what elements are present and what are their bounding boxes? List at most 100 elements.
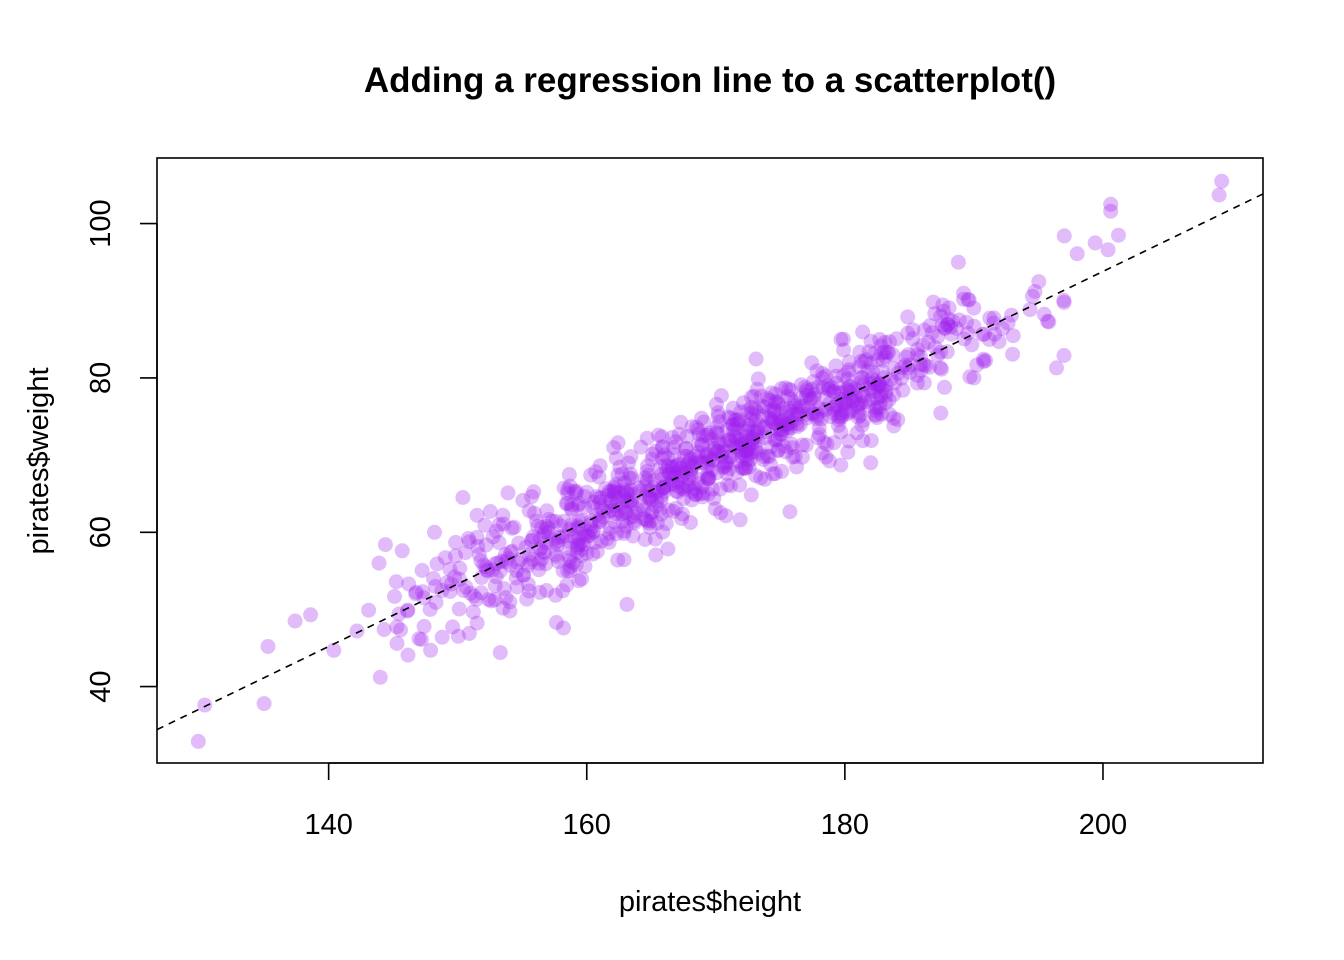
data-point	[882, 406, 897, 422]
data-point	[594, 500, 609, 516]
data-point	[599, 531, 615, 547]
data-point	[536, 544, 552, 560]
data-point	[603, 493, 618, 509]
data-point	[804, 381, 820, 397]
data-point	[836, 342, 852, 358]
data-point	[491, 535, 507, 551]
data-point	[688, 419, 704, 435]
data-point	[680, 478, 696, 493]
data-point	[966, 318, 982, 334]
data-point	[550, 554, 566, 569]
data-point	[721, 409, 737, 425]
data-point	[690, 476, 706, 492]
data-point	[1100, 242, 1116, 258]
data-point	[764, 414, 780, 430]
data-point	[463, 585, 478, 601]
data-point	[573, 548, 589, 564]
data-point	[700, 459, 716, 475]
data-point	[682, 451, 698, 467]
data-point	[870, 377, 886, 393]
data-point	[1005, 328, 1021, 344]
data-point	[414, 562, 430, 578]
data-point	[696, 414, 712, 430]
data-point	[529, 513, 544, 529]
data-point	[653, 492, 669, 508]
data-point	[764, 385, 780, 401]
data-point	[691, 444, 707, 460]
data-point	[940, 311, 956, 327]
data-point	[833, 391, 849, 407]
data-point	[820, 378, 836, 394]
data-point	[674, 468, 690, 484]
data-point	[740, 417, 756, 433]
data-point	[844, 403, 860, 418]
data-point	[831, 412, 847, 428]
data-point	[789, 404, 805, 420]
data-point	[870, 352, 886, 368]
data-point	[447, 569, 462, 585]
data-point	[890, 365, 906, 381]
y-axis-label: pirates$weight	[23, 368, 55, 555]
data-point	[852, 344, 868, 360]
data-point	[512, 552, 528, 568]
data-point	[564, 517, 580, 533]
data-point	[770, 394, 786, 410]
data-point	[836, 403, 852, 419]
data-point	[727, 428, 743, 444]
data-point	[717, 458, 733, 473]
data-point	[850, 404, 866, 420]
data-point	[851, 397, 867, 412]
data-point	[820, 381, 836, 396]
data-point	[586, 494, 602, 510]
data-point	[515, 492, 531, 508]
data-point	[855, 388, 871, 404]
data-point	[966, 300, 982, 316]
data-point	[789, 459, 805, 475]
data-point	[748, 413, 764, 429]
data-point	[619, 596, 635, 612]
data-point	[718, 508, 734, 524]
data-point	[626, 513, 642, 529]
data-point	[466, 588, 482, 604]
data-point	[664, 460, 680, 476]
data-point	[621, 455, 637, 471]
data-point	[580, 528, 596, 544]
data-point	[821, 382, 837, 398]
data-point	[978, 353, 994, 368]
data-point	[976, 354, 992, 370]
data-point	[732, 512, 748, 528]
data-point	[524, 532, 540, 548]
data-point	[838, 394, 854, 410]
data-point	[913, 357, 928, 373]
data-point	[582, 524, 598, 539]
data-point	[832, 385, 848, 401]
data-point	[840, 371, 856, 387]
data-point	[878, 349, 893, 365]
data-point	[401, 576, 417, 592]
data-point	[548, 513, 564, 529]
data-point	[882, 334, 897, 350]
y-tick-label: 60	[85, 516, 117, 548]
data-point	[770, 396, 786, 412]
data-point	[761, 449, 777, 465]
data-point	[655, 439, 671, 455]
data-point	[527, 505, 542, 521]
data-point	[900, 347, 916, 363]
data-point	[863, 333, 879, 349]
data-point	[389, 635, 405, 651]
data-point	[740, 403, 756, 419]
data-point	[728, 430, 744, 446]
data-point	[510, 554, 526, 570]
data-point	[767, 405, 783, 421]
data-point	[881, 392, 897, 408]
data-point	[841, 362, 857, 377]
data-point	[739, 451, 755, 467]
data-point	[604, 483, 619, 499]
data-point	[474, 570, 490, 586]
data-point	[469, 529, 485, 545]
data-point	[521, 503, 537, 519]
data-point	[541, 525, 556, 541]
data-point	[886, 387, 902, 403]
data-point	[862, 376, 878, 392]
data-point	[742, 446, 758, 462]
